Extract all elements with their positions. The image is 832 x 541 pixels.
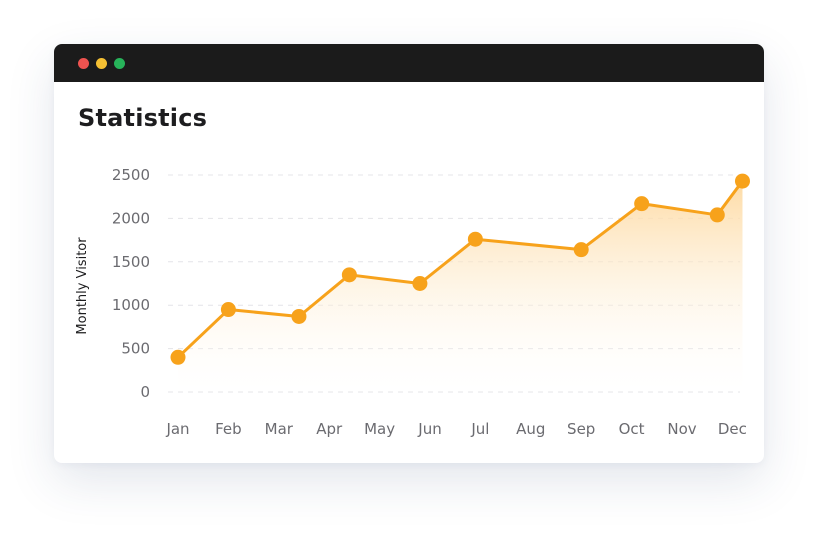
maximize-window-button[interactable] [114,58,125,69]
data-point[interactable] [170,349,186,365]
statistics-window: Statistics 0 500 1000 1500 2000 2500 Jan Feb Ma… [54,44,764,463]
data-point[interactable] [634,196,650,212]
page-title: Statistics [78,104,208,132]
x-tick-label: Dec [718,420,747,438]
x-tick-label: Apr [316,420,343,438]
y-axis-ticks: 0 500 1000 1500 2000 2500 [112,166,150,401]
y-tick-label: 1500 [112,253,150,271]
series-line [176,180,744,359]
y-tick-label: 2500 [112,166,150,184]
data-points [170,173,750,365]
y-tick-label: 0 [140,383,150,401]
data-point[interactable] [220,302,236,318]
x-tick-label: Jan [165,420,189,438]
x-tick-label: May [364,420,395,438]
y-axis-label: Monthly Visitor [75,237,90,335]
x-tick-label: Jul [470,420,489,438]
x-tick-label: Sep [567,420,595,438]
y-tick-label: 1000 [112,296,150,314]
x-axis-ticks: Jan Feb Mar Apr May Jun Jul Aug Sep Oct Nov Dec [165,420,746,438]
data-point[interactable] [709,207,725,223]
data-point[interactable] [734,173,750,189]
data-point[interactable] [341,267,357,283]
x-tick-label: Mar [265,420,294,438]
area-fill [178,181,743,392]
x-tick-label: Jun [417,420,441,438]
x-tick-label: Nov [667,420,696,438]
x-tick-label: Oct [619,420,645,438]
minimize-window-button[interactable] [96,58,107,69]
data-point[interactable] [467,231,483,247]
y-tick-label: 2000 [112,209,150,227]
data-point[interactable] [412,276,428,291]
data-point[interactable] [573,242,589,258]
window-titlebar [54,44,764,82]
close-window-button[interactable] [78,58,89,69]
data-point[interactable] [291,308,307,324]
x-tick-label: Feb [215,420,242,438]
y-tick-label: 500 [121,340,150,358]
x-tick-label: Aug [516,420,545,438]
